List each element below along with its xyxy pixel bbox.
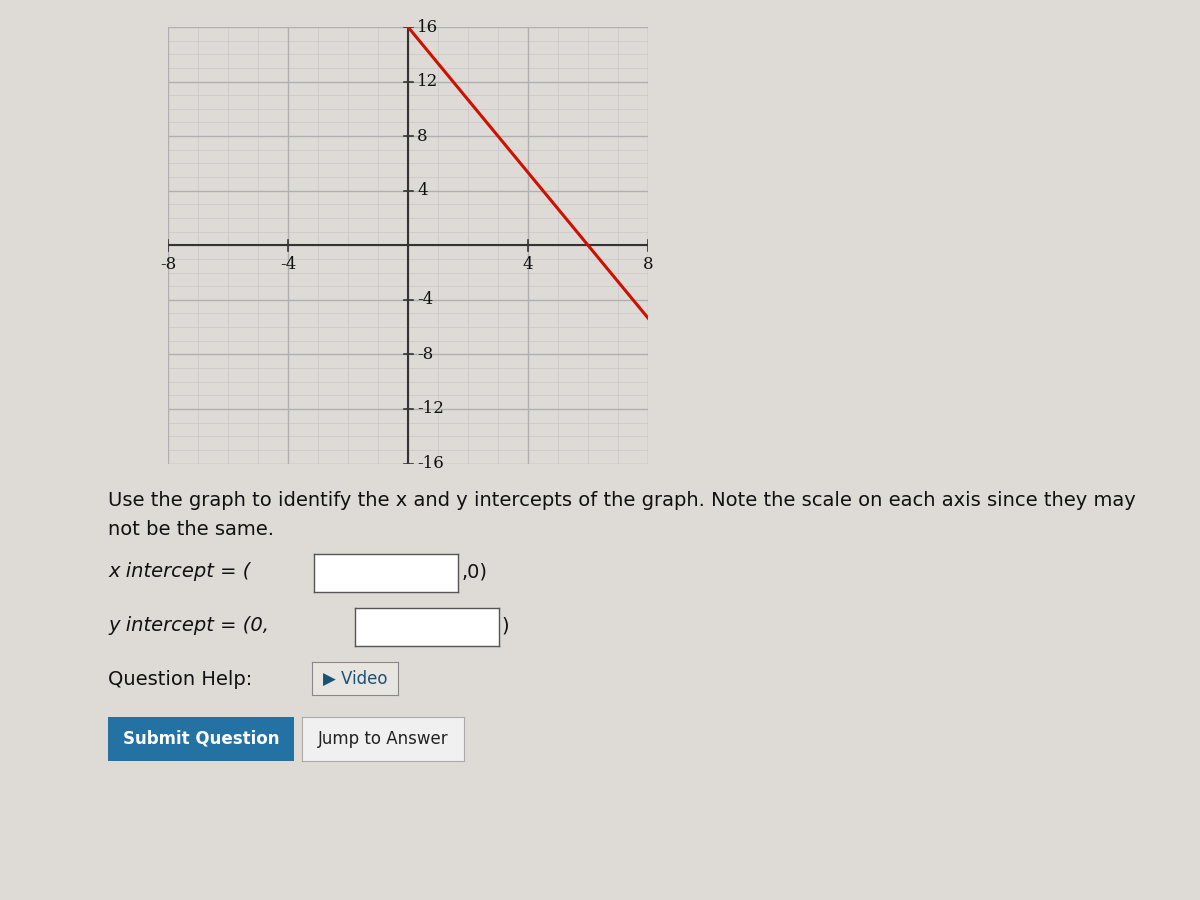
- Text: 8: 8: [418, 128, 427, 145]
- Text: -16: -16: [418, 455, 444, 472]
- Text: 4: 4: [523, 256, 533, 274]
- Text: Submit Question: Submit Question: [122, 730, 280, 748]
- Text: 4: 4: [418, 182, 427, 199]
- Text: Jump to Answer: Jump to Answer: [318, 730, 449, 748]
- Text: ▶ Video: ▶ Video: [323, 670, 388, 688]
- Text: Use the graph to identify the x and y intercepts of the graph. Note the scale on: Use the graph to identify the x and y in…: [108, 491, 1135, 509]
- Text: y intercept = (0,: y intercept = (0,: [108, 616, 269, 635]
- Text: 12: 12: [418, 73, 438, 90]
- Text: ,0): ,0): [462, 562, 488, 581]
- Text: 16: 16: [418, 19, 438, 35]
- Text: 8: 8: [643, 256, 653, 274]
- Text: -8: -8: [418, 346, 433, 363]
- Text: -4: -4: [280, 256, 296, 274]
- Text: -8: -8: [160, 256, 176, 274]
- Text: ): ): [502, 616, 509, 635]
- Text: Question Help:: Question Help:: [108, 670, 252, 689]
- Text: -4: -4: [418, 292, 433, 309]
- Text: -12: -12: [418, 400, 444, 418]
- Text: x intercept = (: x intercept = (: [108, 562, 251, 581]
- Text: not be the same.: not be the same.: [108, 520, 274, 539]
